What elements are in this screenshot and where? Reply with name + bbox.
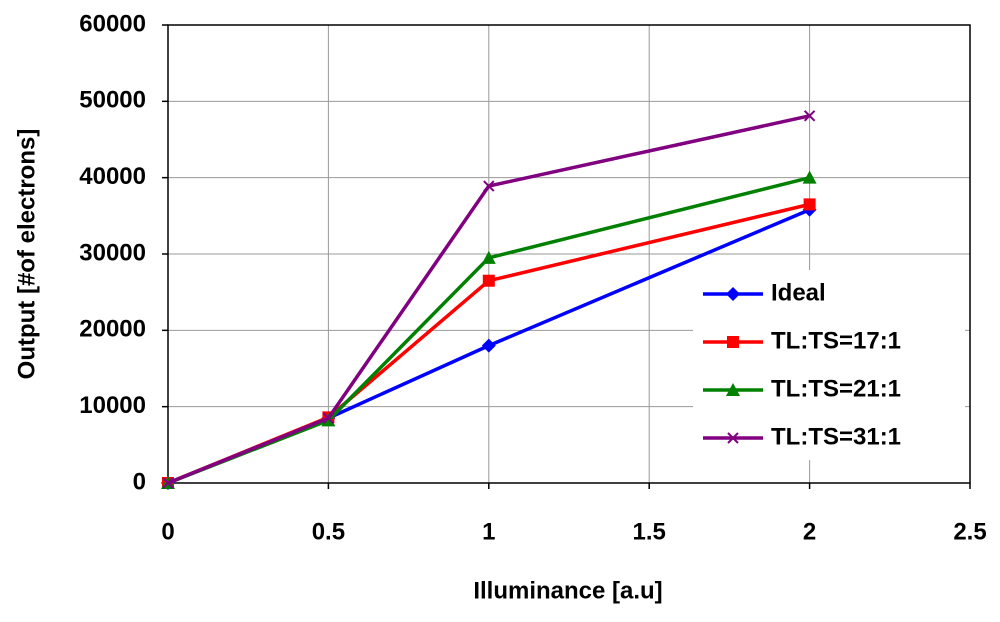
- series-line: [167, 114, 810, 485]
- legend-label: Ideal: [771, 279, 826, 306]
- x-tick-label: 0.5: [312, 518, 345, 545]
- marker: [482, 274, 495, 287]
- marker: [483, 180, 495, 192]
- plot-frame: [167, 24, 971, 484]
- y-tick-label: 10000: [79, 392, 146, 419]
- y-tick-label: 0: [133, 468, 146, 495]
- legend-marker: [727, 432, 739, 444]
- legend-label: TL:TS=21:1: [771, 375, 901, 402]
- legend-box: [693, 270, 965, 460]
- marker: [803, 110, 816, 122]
- marker: [322, 412, 335, 424]
- x-tick-label: 2: [803, 518, 816, 545]
- y-tick-label: 60000: [79, 10, 146, 37]
- y-axis-label: Output [#of electrons]: [13, 129, 40, 380]
- marker: [481, 338, 496, 353]
- legend-marker: [727, 336, 739, 348]
- legend-label: TL:TS=31:1: [771, 423, 901, 450]
- y-tick-label: 30000: [79, 239, 146, 266]
- legend-marker: [726, 287, 740, 301]
- legend-label: TL:TS=17:1: [771, 327, 901, 354]
- marker: [481, 250, 496, 264]
- y-tick-label: 40000: [79, 163, 146, 190]
- x-tick-label: 2.5: [953, 518, 986, 545]
- x-axis-label: Illuminance [a.u]: [473, 577, 662, 604]
- x-tick-label: 1: [482, 518, 495, 545]
- marker: [802, 170, 817, 184]
- y-tick-label: 50000: [79, 87, 146, 114]
- marker: [162, 477, 174, 489]
- y-tick-label: 20000: [79, 316, 146, 343]
- x-tick-label: 0: [161, 518, 174, 545]
- marker: [803, 198, 816, 211]
- legend-marker: [726, 383, 740, 396]
- x-tick-label: 1.5: [633, 518, 666, 545]
